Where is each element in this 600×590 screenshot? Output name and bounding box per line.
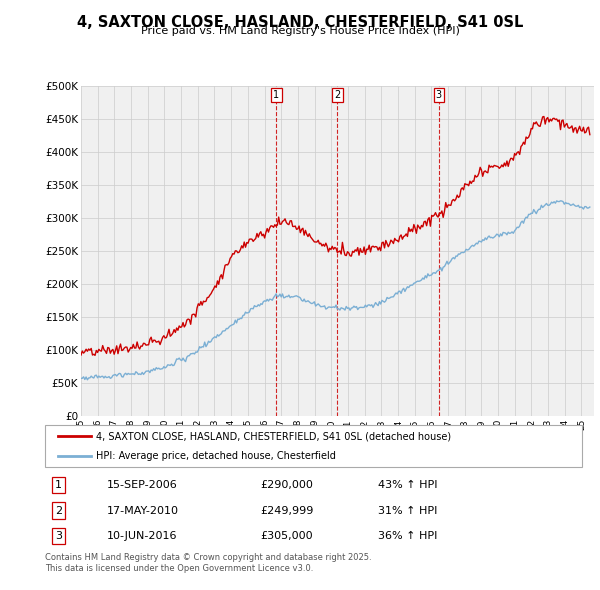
Text: £249,999: £249,999 [260, 506, 313, 516]
Text: 2: 2 [55, 506, 62, 516]
Text: £290,000: £290,000 [260, 480, 313, 490]
Text: 43% ↑ HPI: 43% ↑ HPI [378, 480, 437, 490]
Text: 1: 1 [273, 90, 280, 100]
Text: HPI: Average price, detached house, Chesterfield: HPI: Average price, detached house, Ches… [96, 451, 336, 461]
Text: Contains HM Land Registry data © Crown copyright and database right 2025.
This d: Contains HM Land Registry data © Crown c… [45, 553, 371, 573]
Text: 1: 1 [55, 480, 62, 490]
Text: 3: 3 [436, 90, 442, 100]
Text: £305,000: £305,000 [260, 531, 313, 541]
Text: 4, SAXTON CLOSE, HASLAND, CHESTERFIELD, S41 0SL (detached house): 4, SAXTON CLOSE, HASLAND, CHESTERFIELD, … [96, 431, 451, 441]
Text: 4, SAXTON CLOSE, HASLAND, CHESTERFIELD, S41 0SL: 4, SAXTON CLOSE, HASLAND, CHESTERFIELD, … [77, 15, 523, 30]
Text: 31% ↑ HPI: 31% ↑ HPI [378, 506, 437, 516]
Text: 10-JUN-2016: 10-JUN-2016 [107, 531, 177, 541]
Text: 17-MAY-2010: 17-MAY-2010 [107, 506, 179, 516]
Text: 36% ↑ HPI: 36% ↑ HPI [378, 531, 437, 541]
Text: Price paid vs. HM Land Registry's House Price Index (HPI): Price paid vs. HM Land Registry's House … [140, 26, 460, 36]
FancyBboxPatch shape [45, 425, 582, 467]
Text: 3: 3 [55, 531, 62, 541]
Text: 15-SEP-2006: 15-SEP-2006 [107, 480, 178, 490]
Text: 2: 2 [334, 90, 341, 100]
